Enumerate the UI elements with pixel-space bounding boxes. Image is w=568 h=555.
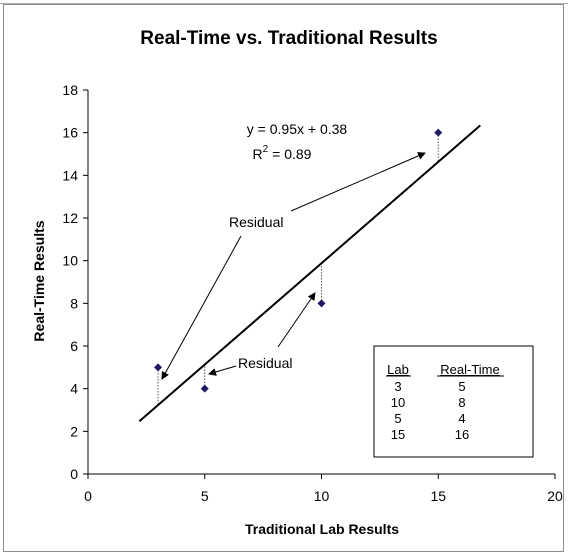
table-cell: 4 [458, 411, 465, 426]
data-point [154, 363, 163, 372]
residual-lines [157, 132, 439, 406]
y-ticks: 0 2 4 6 8 10 12 14 16 18 [62, 82, 88, 482]
table-cell: 15 [391, 427, 405, 442]
trendline-group [138, 124, 481, 423]
table-header-lab: Lab [387, 362, 409, 377]
x-tick-label: 5 [201, 488, 209, 504]
chart-title: Real-Time vs. Traditional Results [140, 28, 437, 49]
y-tick-label: 14 [62, 167, 78, 183]
data-point [434, 128, 443, 137]
x-tick-label: 15 [430, 488, 446, 504]
y-tick-label: 18 [62, 82, 78, 98]
arrow-residual-upper-right [290, 152, 426, 212]
x-tick-label: 20 [547, 488, 563, 504]
data-point [200, 384, 209, 393]
y-tick-label: 10 [62, 253, 78, 269]
y-axis-label: Real-Time Results [31, 220, 47, 341]
table-cell: 10 [391, 395, 405, 410]
data-points [154, 128, 443, 393]
arrow-residual-left [161, 235, 242, 380]
y-tick-label: 12 [62, 210, 78, 226]
top-rule [0, 0, 568, 4]
table-header-realtime: Real-Time [440, 362, 499, 377]
table-cell: 3 [394, 379, 401, 394]
r-squared-label: R2 = 0.89 [253, 144, 312, 162]
y-tick-label: 16 [62, 125, 78, 141]
table-cell: 5 [394, 411, 401, 426]
data-point [317, 299, 326, 308]
data-table-box [373, 345, 534, 458]
table-cell: 16 [455, 427, 469, 442]
table-cell: 8 [458, 395, 465, 410]
arrow-residual-bottom [208, 365, 237, 376]
x-axis-label: Traditional Lab Results [245, 521, 399, 537]
chart-frame [3, 4, 564, 552]
trendline [138, 124, 481, 423]
y-tick-label: 6 [70, 338, 78, 354]
y-tick-label: 4 [70, 381, 78, 397]
table-cell: 5 [458, 379, 465, 394]
x-tick-label: 10 [314, 488, 330, 504]
arrow-residual-right [277, 292, 316, 348]
equation-label: y = 0.95x + 0.38 [247, 121, 348, 137]
y-tick-label: 0 [70, 466, 78, 482]
residual-label-2: Residual [238, 355, 292, 371]
x-tick-label: 0 [84, 488, 92, 504]
y-tick-label: 8 [70, 295, 78, 311]
residual-label-1: Residual [229, 214, 283, 230]
x-ticks: 0 5 10 15 20 [84, 474, 563, 504]
y-tick-label: 2 [70, 423, 78, 439]
